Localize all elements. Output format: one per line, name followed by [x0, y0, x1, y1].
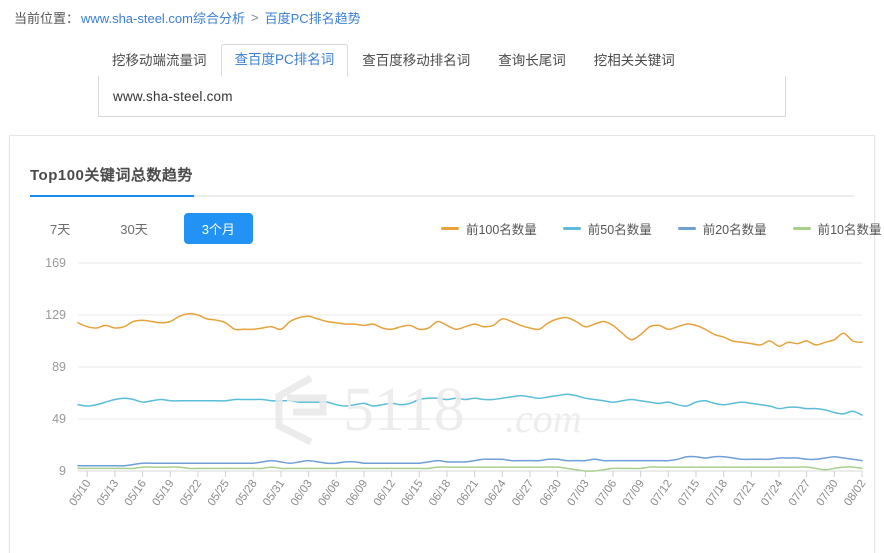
search-container: www.sha-steel.com: [0, 76, 884, 117]
chart-panel: Top100关键词总数趋势 7天 30天 3个月 前100名数量 前50名数量 …: [9, 135, 882, 553]
x-axis-tick-label: 07/06: [593, 478, 619, 508]
y-axis-tick-label: 49: [52, 412, 66, 426]
x-axis-tick-label: 06/24: [482, 477, 509, 508]
legend-label-top100: 前100名数量: [465, 222, 537, 237]
x-axis-tick-label: 06/27: [510, 478, 536, 508]
x-axis-tick-label: 05/13: [95, 478, 121, 508]
legend-item-top50[interactable]: 前50名数量: [562, 219, 652, 238]
breadcrumb-label: 当前位置：: [14, 10, 80, 26]
y-axis-tick-label: 129: [45, 308, 66, 322]
legend-item-top100[interactable]: 前100名数量: [440, 219, 537, 238]
x-axis-tick-label: 05/19: [150, 478, 176, 508]
x-axis-tick-label: 07/24: [759, 477, 786, 508]
breadcrumb: 当前位置： www.sha-steel.com综合分析 > 百度PC排名趋势: [0, 0, 884, 34]
breadcrumb-link-domain[interactable]: www.sha-steel.com综合分析: [81, 10, 245, 26]
x-axis-tick-label: 06/18: [427, 478, 453, 508]
series-line-3: [77, 466, 863, 472]
tab-list: 挖移动端流量词 查百度PC排名词 查百度移动排名词 查询长尾词 挖相关关键词: [98, 44, 786, 77]
legend-label-top20: 前20名数量: [702, 222, 767, 237]
series-line-1: [77, 393, 863, 416]
range-button-30days[interactable]: 30天: [120, 221, 148, 237]
legend-item-top10[interactable]: 前10名数量: [792, 219, 882, 238]
x-axis-tick-label: 08/02: [842, 478, 868, 508]
x-axis-tick-label: 05/22: [178, 478, 204, 508]
x-axis-tick-label: 06/15: [399, 478, 425, 508]
title-underline-active: [30, 195, 194, 197]
y-axis-tick-label: 89: [52, 360, 66, 374]
x-axis-tick-label: 06/12: [372, 478, 398, 508]
legend-label-top10: 前10名数量: [817, 222, 882, 237]
x-axis-tick-label: 05/16: [123, 478, 149, 508]
x-axis-tick-label: 07/18: [704, 478, 730, 508]
breadcrumb-current: 百度PC排名趋势: [264, 10, 361, 26]
x-axis-tick-label: 06/06: [316, 478, 342, 508]
x-axis-tick-label: 07/30: [814, 478, 840, 508]
x-axis-tick-label: 05/31: [261, 478, 287, 508]
x-axis-tick-label: 05/25: [206, 478, 232, 508]
x-axis-tick-label: 07/09: [621, 478, 647, 508]
x-axis-tick-label: 05/10: [67, 478, 93, 508]
tab-baidu-mobile-rank-words[interactable]: 查百度移动排名词: [362, 53, 471, 68]
tab-baidu-pc-rank-words[interactable]: 查百度PC排名词: [220, 44, 349, 77]
tab-mobile-traffic-words[interactable]: 挖移动端流量词: [112, 53, 207, 68]
legend-swatch-top50: [562, 226, 581, 230]
breadcrumb-separator: >: [251, 9, 259, 25]
chart-area: 9 49 89 129 169 05/10 05/13 05/16 05/19 05/22 05/2…: [10, 249, 876, 549]
tabs-container: 挖移动端流量词 查百度PC排名词 查百度移动排名词 查询长尾词 挖相关关键词: [0, 44, 884, 77]
chart-legend: 前100名数量 前50名数量 前20名数量 前10名数量: [440, 219, 884, 238]
range-button-3months[interactable]: 3个月: [183, 212, 253, 244]
legend-item-top20[interactable]: 前20名数量: [677, 219, 767, 238]
x-axis-tick-label: 06/09: [344, 478, 370, 508]
x-axis-tick-label: 06/30: [538, 478, 564, 508]
x-axis-tick-label: 06/21: [455, 478, 481, 508]
series-line-2: [77, 455, 863, 467]
y-axis-tick-label: 169: [45, 256, 66, 270]
x-axis-tick-label: 05/28: [233, 478, 259, 508]
x-axis-tick-label: 07/12: [648, 478, 674, 508]
panel-title-row: Top100关键词总数趋势: [10, 136, 874, 195]
x-axis-tick-label: 07/21: [731, 478, 757, 508]
x-axis-tick-label: 06/03: [289, 478, 315, 508]
x-axis-tick-label: 07/27: [787, 478, 813, 508]
range-button-7days[interactable]: 7天: [50, 221, 71, 237]
legend-label-top50: 前50名数量: [587, 222, 652, 237]
x-axis-tick-label: 07/15: [676, 478, 702, 508]
y-axis-tick-label: 9: [59, 464, 66, 478]
x-axis-tick-label: 07/03: [565, 478, 591, 508]
legend-swatch-top100: [440, 226, 459, 230]
tab-related-words[interactable]: 挖相关关键词: [593, 53, 675, 68]
page-title: Top100关键词总数趋势: [30, 167, 193, 184]
domain-search-box[interactable]: www.sha-steel.com: [98, 76, 786, 117]
legend-swatch-top20: [677, 226, 696, 230]
chart-controls: 7天 30天 3个月 前100名数量 前50名数量 前20名数量 前10名数量: [10, 212, 882, 244]
legend-swatch-top10: [792, 226, 811, 230]
series-line-0: [77, 312, 863, 347]
search-input-value[interactable]: www.sha-steel.com: [113, 88, 233, 104]
title-underline: [30, 195, 854, 197]
tab-long-tail-words[interactable]: 查询长尾词: [498, 53, 566, 68]
